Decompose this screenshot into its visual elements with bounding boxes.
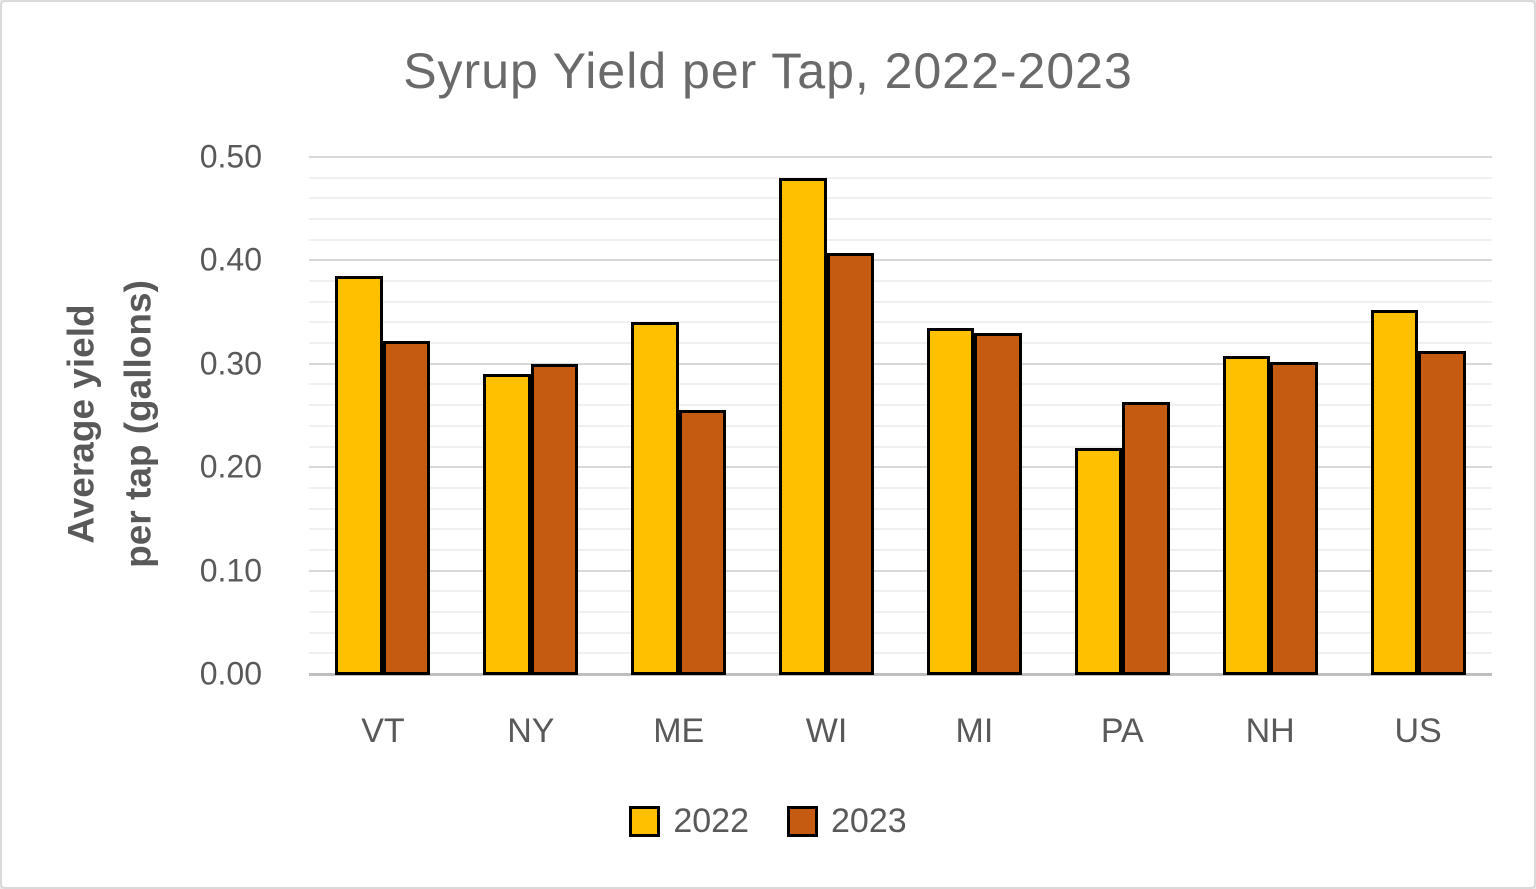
x-tick-label-vt: VT: [361, 712, 405, 750]
legend-label-2023: 2023: [831, 802, 907, 840]
major-gridline: [309, 259, 1492, 262]
bar-vt-2023[interactable]: [382, 341, 431, 675]
minor-gridline: [309, 176, 1492, 179]
chart-title: Syrup Yield per Tap, 2022-2023: [403, 43, 1133, 99]
minor-gridline: [309, 197, 1492, 200]
minor-gridline: [309, 507, 1492, 510]
legend-label-2022: 2022: [673, 802, 749, 840]
minor-gridline: [309, 321, 1492, 324]
minor-gridline: [309, 445, 1492, 448]
x-tick-label-pa: PA: [1100, 712, 1144, 750]
bar-ny-2022[interactable]: [483, 374, 531, 675]
bar-nh-2022[interactable]: [1222, 355, 1271, 675]
minor-gridline: [309, 280, 1492, 283]
bar-vt-2022[interactable]: [335, 275, 383, 675]
minor-gridline: [309, 424, 1492, 427]
y-tick-label-0.40: 0.40: [199, 241, 262, 278]
minor-gridline: [309, 404, 1492, 407]
bar-pa-2023[interactable]: [1122, 402, 1170, 675]
y-tick-label-0.10: 0.10: [199, 552, 262, 589]
minor-gridline: [309, 631, 1492, 634]
minor-gridline: [309, 548, 1492, 551]
minor-gridline: [309, 590, 1492, 593]
y-tick-label-0.50: 0.50: [199, 138, 262, 175]
legend-item-2023[interactable]: 2023: [787, 802, 907, 841]
major-gridline: [309, 569, 1492, 572]
bar-me-2023[interactable]: [678, 410, 727, 675]
bar-mi-2022[interactable]: [926, 327, 975, 675]
x-tick-label-nh: NH: [1245, 712, 1295, 750]
bar-pa-2022[interactable]: [1074, 447, 1123, 675]
x-tick-label-wi: WI: [805, 712, 848, 750]
x-tick-label-mi: MI: [955, 712, 994, 750]
y-tick-label-0.00: 0.00: [199, 655, 262, 692]
legend-swatch-2022: [629, 806, 661, 837]
minor-gridline: [309, 218, 1492, 221]
minor-gridline: [309, 652, 1492, 655]
minor-gridline: [309, 528, 1492, 531]
x-tick-label-ny: NY: [507, 712, 555, 750]
minor-gridline: [309, 383, 1492, 386]
bar-nh-2023[interactable]: [1270, 361, 1318, 675]
x-tick-label-us: US: [1394, 712, 1442, 750]
minor-gridline: [309, 610, 1492, 613]
bar-wi-2022[interactable]: [779, 177, 827, 675]
bar-us-2023[interactable]: [1418, 351, 1466, 675]
bar-me-2022[interactable]: [631, 322, 679, 675]
bar-us-2022[interactable]: [1370, 310, 1419, 675]
y-tick-label-0.30: 0.30: [199, 345, 262, 382]
bar-mi-2023[interactable]: [974, 332, 1022, 675]
minor-gridline: [309, 342, 1492, 345]
major-gridline: [309, 156, 1492, 158]
major-gridline: [309, 362, 1492, 365]
minor-gridline: [309, 300, 1492, 303]
legend-swatch-2023: [787, 806, 818, 837]
x-axis-line: [309, 673, 1492, 676]
legend: 2022 2023: [2, 802, 1534, 841]
minor-gridline: [309, 238, 1492, 241]
legend-item-2022[interactable]: 2022: [629, 802, 749, 841]
major-gridline: [309, 466, 1492, 469]
bar-ny-2023[interactable]: [530, 363, 579, 675]
bar-wi-2023[interactable]: [826, 253, 875, 675]
x-tick-label-me: ME: [653, 712, 705, 750]
minor-gridline: [309, 486, 1492, 489]
y-tick-label-0.20: 0.20: [199, 448, 262, 485]
